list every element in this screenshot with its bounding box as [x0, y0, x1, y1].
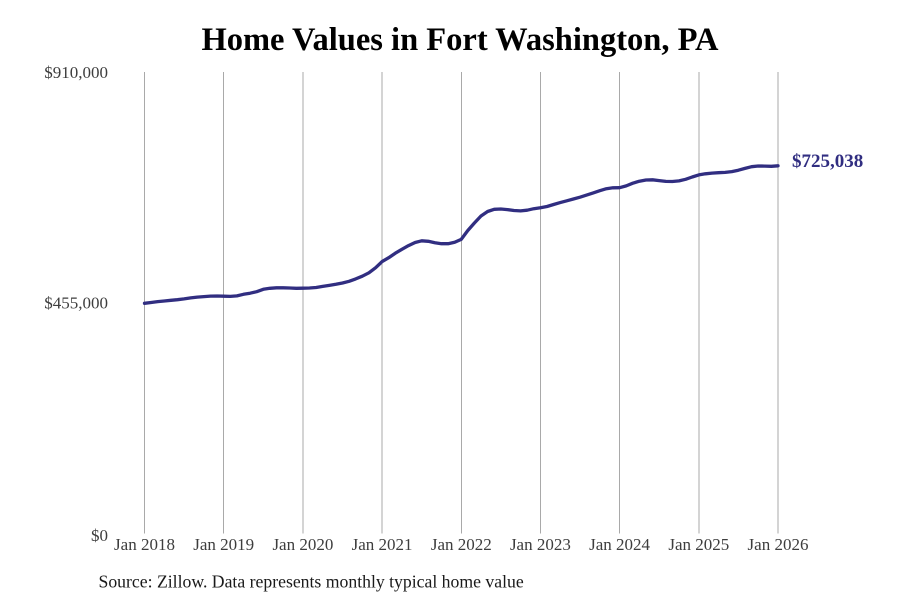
svg-text:Jan 2024: Jan 2024 [589, 535, 650, 554]
svg-text:Jan 2019: Jan 2019 [193, 535, 254, 554]
svg-text:Jan 2022: Jan 2022 [431, 535, 492, 554]
svg-text:Jan 2026: Jan 2026 [748, 535, 809, 554]
svg-text:Jan 2020: Jan 2020 [272, 535, 333, 554]
svg-text:Jan 2018: Jan 2018 [114, 535, 175, 554]
svg-text:Source: Zillow. Data represent: Source: Zillow. Data represents monthly … [99, 572, 524, 592]
svg-text:$455,000: $455,000 [44, 293, 108, 312]
svg-text:$725,038: $725,038 [792, 151, 863, 172]
svg-text:Jan 2021: Jan 2021 [352, 535, 413, 554]
svg-text:Jan 2025: Jan 2025 [668, 535, 729, 554]
svg-text:Jan 2023: Jan 2023 [510, 535, 571, 554]
svg-text:$0: $0 [91, 526, 108, 545]
svg-text:$910,000: $910,000 [44, 63, 108, 82]
svg-text:Home Values in Fort Washington: Home Values in Fort Washington, PA [201, 22, 719, 58]
